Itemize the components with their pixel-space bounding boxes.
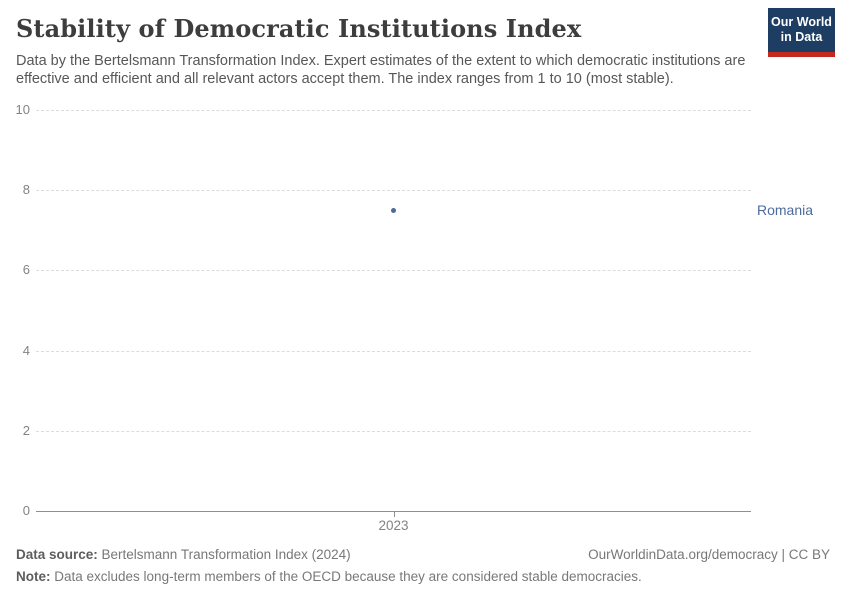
- y-gridline: [36, 190, 751, 192]
- y-gridline: [36, 430, 751, 432]
- citation-link[interactable]: OurWorldinData.org/democracy | CC BY: [588, 547, 830, 562]
- data-source-text: Bertelsmann Transformation Index (2024): [97, 547, 351, 562]
- y-gridline: [36, 350, 751, 352]
- y-gridline: [36, 110, 751, 111]
- x-axis-line: [36, 511, 751, 512]
- y-tick-label: 4: [22, 342, 30, 358]
- chart-footer: Data source: Bertelsmann Transformation …: [16, 547, 830, 584]
- data-source-label: Data source:: [16, 547, 98, 562]
- x-tick-label: 2023: [378, 518, 409, 533]
- chart-subtitle: Data by the Bertelsmann Transformation I…: [16, 53, 746, 87]
- y-tick-label: 10: [15, 102, 30, 117]
- owid-logo[interactable]: Our World in Data: [768, 8, 835, 57]
- entity-label[interactable]: Romania: [757, 202, 814, 219]
- y-tick-label: 2: [22, 422, 30, 438]
- owid-logo-line2: in Data: [780, 30, 823, 44]
- note-label: Note:: [16, 569, 51, 584]
- page-title: Stability of Democratic Institutions Ind…: [16, 14, 582, 43]
- data-point[interactable]: [391, 207, 396, 213]
- x-tick-mark: [393, 512, 395, 517]
- y-gridline: [36, 270, 751, 272]
- data-source-line: Data source: Bertelsmann Transformation …: [16, 547, 351, 562]
- y-tick-label: 6: [22, 262, 30, 278]
- owid-logo-line1: Our World: [771, 15, 832, 29]
- note-line: Note: Data excludes long-term members of…: [16, 569, 830, 584]
- y-tick-label: 8: [22, 182, 30, 198]
- note-text: Data excludes long-term members of the O…: [50, 569, 642, 584]
- y-tick-label: 0: [22, 503, 30, 518]
